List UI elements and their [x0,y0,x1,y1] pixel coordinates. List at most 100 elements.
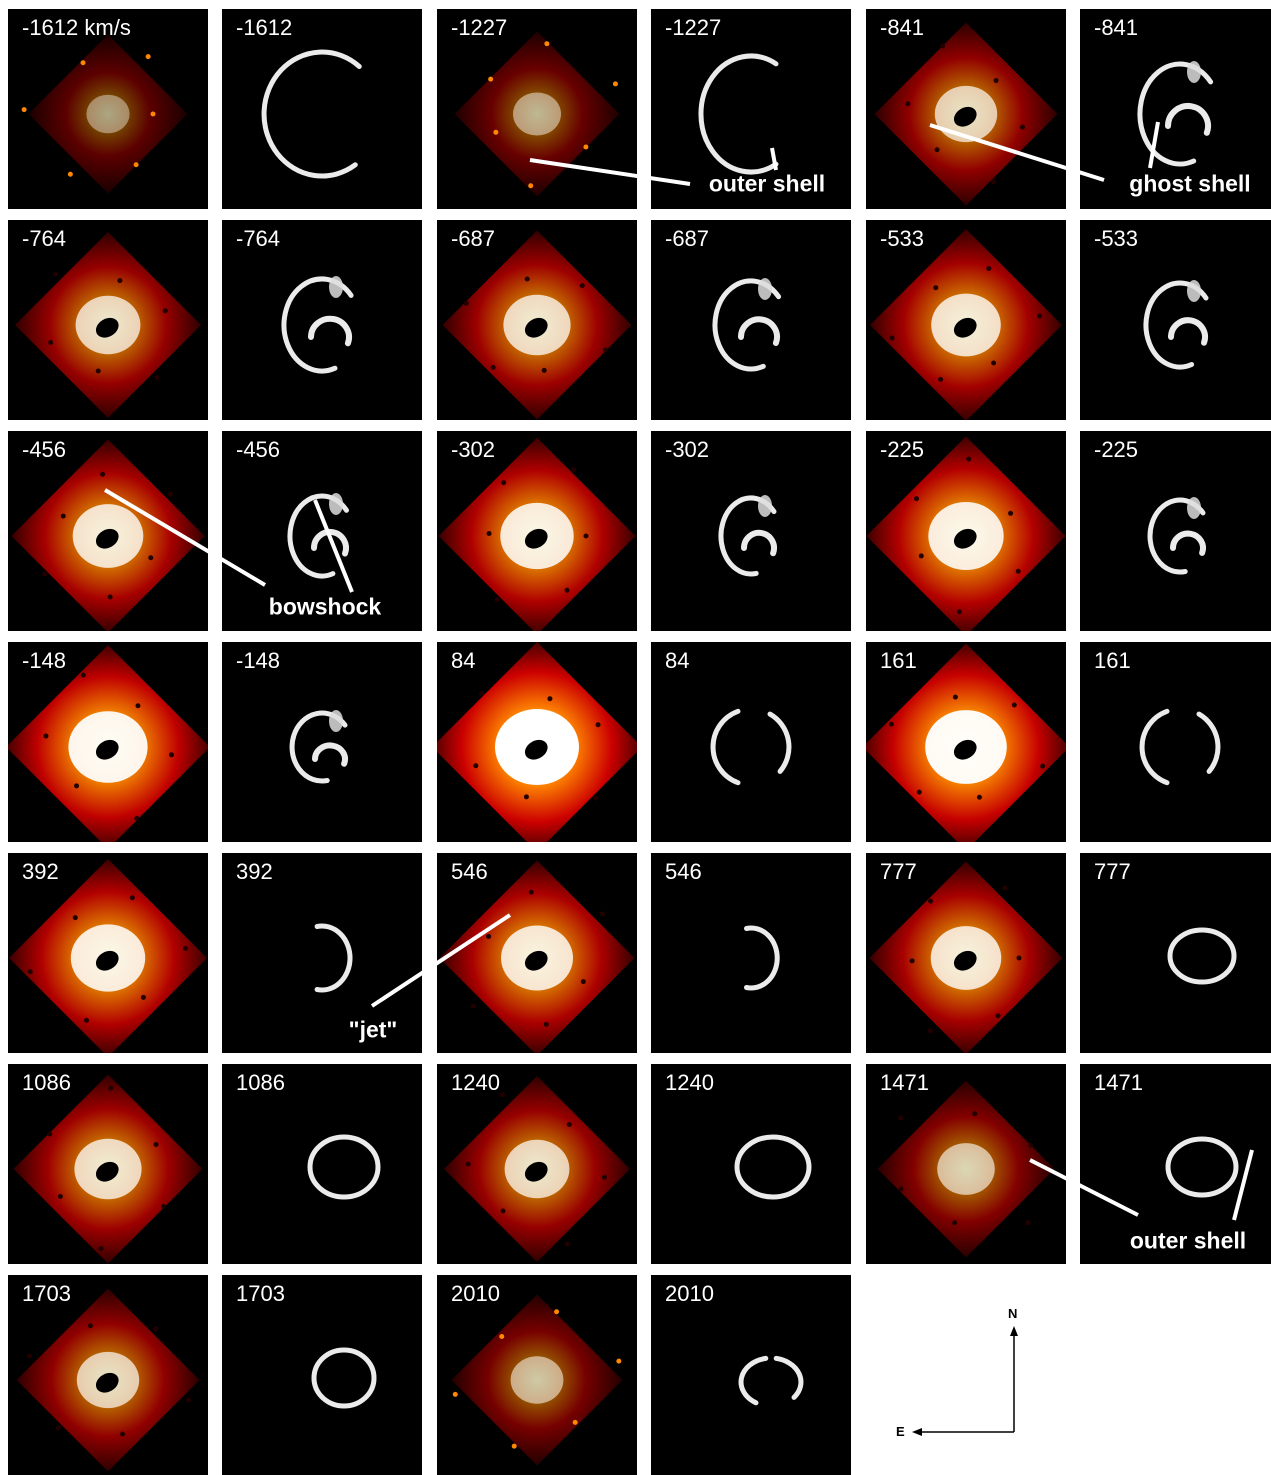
speckle [543,1021,549,1027]
speckle [186,1397,192,1403]
shell-arc [261,49,362,179]
central-cavity [524,1161,548,1182]
model-image [307,1134,381,1200]
model-image [281,276,354,374]
speckle [603,347,609,353]
shell-arc [287,493,349,579]
speckle [940,43,946,49]
speckle [486,933,492,939]
shell-ellipse [307,1134,381,1200]
central-cavity [524,528,548,549]
observed-panel: 2010 [437,1275,637,1475]
velocity-label: 2010 [665,1281,714,1306]
velocity-label: 84 [451,648,476,673]
central-cavity [95,950,119,971]
observed-image [13,1074,203,1264]
shell-ellipse [1165,1136,1239,1198]
observed-image [21,34,188,194]
speckle [528,889,534,895]
central-cavity [953,528,977,549]
speckle [80,60,86,66]
speckle [499,1333,505,1339]
speckle [934,147,940,153]
observed-panel: 1086 [8,1064,208,1264]
outer-shell-label-top: outer shell [708,170,826,197]
bowshock-blob [1187,280,1201,302]
ghost-shell-arc [308,315,352,347]
speckle [463,300,469,306]
model-panel: 1703 [222,1275,422,1475]
speckle [976,794,982,800]
observed-panel: 84 [437,642,637,842]
outer-shell-label-bottom: outer shell [1129,1227,1247,1254]
speckle [108,1085,114,1091]
observed-panel: -148 [8,642,208,842]
central-cavity [524,317,548,338]
model-panel: 777 [1080,853,1271,1053]
speckle [918,553,924,559]
speckle [499,1092,505,1098]
speckle [493,129,499,135]
velocity-label: 84 [665,648,690,673]
velocity-label: -302 [451,437,496,462]
observed-panel: -533 [866,220,1066,420]
speckle [57,1194,63,1199]
observed-image [866,643,1066,842]
bowshock-blob [758,278,772,300]
speckle [490,364,496,370]
shell-arc [289,710,348,784]
speckle [952,1220,958,1226]
observed-image [877,1080,1055,1258]
speckle [554,1309,560,1315]
central-cavity [95,1161,119,1182]
speckle [898,1115,904,1121]
model-image [289,710,348,784]
model-panel: -302 [651,431,851,631]
speckle [571,467,577,473]
speckle [564,587,570,593]
model-panel: -1612 [222,9,422,209]
velocity-label: 1086 [236,1070,285,1095]
speckle [523,794,529,800]
speckle [486,530,492,536]
observed-panel: -1612 km/s [8,9,208,209]
speckle [933,285,939,291]
speckle [140,994,146,1000]
central-cavity [524,739,548,760]
ghost-shell-arc [741,529,777,557]
model-image [710,708,792,786]
shell-arc [718,495,777,577]
right-arc [1196,711,1221,774]
speckle [153,1326,159,1332]
speckle [150,111,156,117]
right-arc [767,711,792,774]
bowshock-blob [758,495,772,517]
observed-image [16,1288,200,1472]
speckle [972,1111,978,1117]
velocity-label: -764 [236,226,281,251]
speckle [593,795,599,801]
velocity-label: 777 [880,859,917,884]
speckle [501,480,507,486]
model-panel: 161 [1080,642,1271,842]
right-arc [314,923,353,993]
speckle [153,1141,159,1147]
bowshock-blob [1187,497,1201,519]
speckle [612,81,618,87]
velocity-label: 1086 [22,1070,71,1095]
speckle [583,144,589,150]
model-panel: -148 [222,642,422,842]
speckle [148,555,154,561]
velocity-label: -1227 [665,15,722,40]
observed-panel: 1471 [866,1064,1066,1264]
speckle [572,1419,578,1425]
bowshock-blob [329,493,343,515]
speckle [616,1358,622,1364]
velocity-label: -456 [22,437,67,462]
velocity-label: 392 [236,859,273,884]
model-image [698,53,779,175]
speckle [905,101,911,107]
observed-image [454,31,620,197]
central-cavity [953,317,977,338]
observed-panel: 777 [866,853,1066,1053]
